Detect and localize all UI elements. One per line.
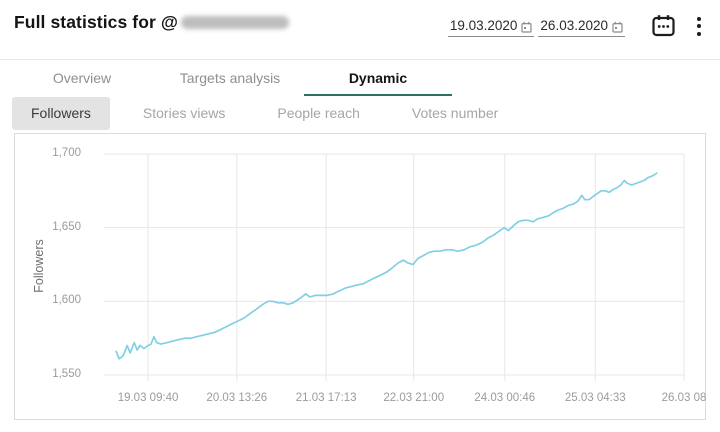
page-title-text: Full statistics for @ bbox=[14, 12, 179, 32]
header: Full statistics for @ 19.03.2020 26.03.2… bbox=[0, 0, 720, 59]
x-tick-label: 21.03 17:13 bbox=[295, 392, 357, 404]
subtab-votes-number[interactable]: Votes number bbox=[392, 97, 518, 130]
chart-panel: Followers 1,700 1,650 1,600 1,550 19.03 09:… bbox=[14, 133, 706, 420]
calendar-small-icon bbox=[521, 21, 533, 33]
date-to-value: 26.03.2020 bbox=[540, 17, 608, 33]
kebab-dot bbox=[697, 16, 701, 21]
header-controls: 19.03.2020 26.03.2020 bbox=[447, 14, 708, 38]
x-tick-label: 24.03 00:46 bbox=[474, 392, 536, 404]
followers-line bbox=[115, 172, 658, 360]
date-to-input[interactable]: 26.03.2020 bbox=[538, 16, 625, 37]
redacted-username bbox=[181, 16, 290, 29]
metric-subtabs: Followers Stories views People reach Vot… bbox=[12, 97, 518, 130]
calendar-icon bbox=[652, 15, 675, 37]
tab-dynamic-label: Dynamic bbox=[348, 70, 408, 86]
date-from-value: 19.03.2020 bbox=[449, 17, 518, 33]
main-tabs: Overview Targets analysis Dynamic bbox=[0, 59, 720, 96]
date-from-input[interactable]: 19.03.2020 bbox=[447, 16, 535, 37]
chart-canvas[interactable] bbox=[89, 146, 701, 391]
calendar-small-icon bbox=[612, 21, 623, 33]
tab-overview[interactable]: Overview bbox=[8, 60, 156, 96]
y-tick-label: 1,650 bbox=[52, 220, 81, 233]
kebab-dot bbox=[697, 24, 701, 28]
y-axis-title: Followers bbox=[32, 239, 46, 293]
x-tick-label: 26.03 08 bbox=[661, 392, 707, 404]
x-tick-label: 22.03 21:00 bbox=[383, 392, 445, 404]
y-tick-label: 1,600 bbox=[52, 294, 81, 307]
tab-targets-analysis[interactable]: Targets analysis bbox=[156, 60, 304, 96]
x-tick-label: 20.03 13:26 bbox=[206, 392, 268, 404]
subtab-people-reach[interactable]: People reach bbox=[258, 97, 379, 130]
x-tick-label: 19.03 09:40 bbox=[117, 392, 179, 404]
tab-overview-label: Overview bbox=[52, 70, 112, 86]
tab-dynamic[interactable]: Dynamic bbox=[304, 60, 452, 96]
subtab-stories-views[interactable]: Stories views bbox=[123, 97, 245, 130]
page-title: Full statistics for @ bbox=[14, 12, 290, 33]
active-tab-underline bbox=[304, 94, 452, 96]
tab-targets-analysis-label: Targets analysis bbox=[179, 70, 281, 86]
kebab-dot bbox=[697, 31, 701, 36]
y-tick-label: 1,550 bbox=[52, 368, 81, 380]
y-tick-label: 1,700 bbox=[52, 147, 81, 159]
subtab-followers[interactable]: Followers bbox=[12, 97, 110, 130]
calendar-button[interactable] bbox=[651, 14, 676, 38]
more-menu-button[interactable] bbox=[690, 14, 708, 38]
x-tick-label: 25.03 04:33 bbox=[564, 392, 626, 404]
